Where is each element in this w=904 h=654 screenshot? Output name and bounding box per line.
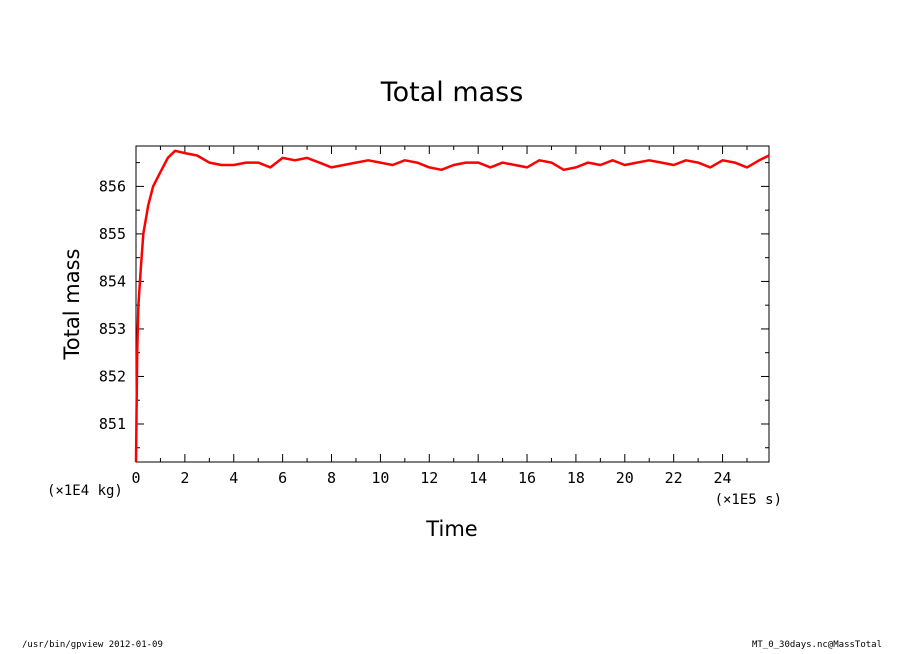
x-tick-label: 16 bbox=[518, 469, 536, 487]
x-tick-label: 0 bbox=[131, 469, 140, 487]
x-axis-label: Time bbox=[425, 517, 477, 541]
x-tick-label: 2 bbox=[180, 469, 189, 487]
y-tick-label: 855 bbox=[99, 225, 126, 243]
y-tick-label: 852 bbox=[99, 367, 126, 385]
x-tick-label: 22 bbox=[665, 469, 683, 487]
plot-frame bbox=[135, 145, 770, 463]
x-tick-label: 14 bbox=[469, 469, 487, 487]
x-tick-label: 20 bbox=[616, 469, 634, 487]
series-line bbox=[134, 149, 770, 463]
y-tick-label: 854 bbox=[99, 272, 126, 290]
chart-title: Total mass bbox=[380, 77, 524, 108]
x-tick-label: 10 bbox=[371, 469, 389, 487]
x-tick-label: 12 bbox=[420, 469, 438, 487]
y-axis: 851 852 853 854 855 856 bbox=[99, 162, 769, 449]
x-axis: 0 2 4 6 8 10 12 14 16 18 20 22 24 bbox=[131, 146, 748, 487]
y-axis-label: Total mass bbox=[60, 249, 84, 361]
x-tick-label: 8 bbox=[327, 469, 336, 487]
x-tick-label: 18 bbox=[567, 469, 585, 487]
footer-left: /usr/bin/gpview 2012-01-09 bbox=[22, 640, 163, 650]
x-tick-label: 6 bbox=[278, 469, 287, 487]
x-tick-label: 24 bbox=[714, 469, 732, 487]
footer-right: MT_0_30days.nc@MassTotal bbox=[751, 640, 882, 650]
y-scale-label: (×1E4 kg) bbox=[47, 483, 123, 499]
x-scale-label: (×1E5 s) bbox=[715, 492, 782, 508]
y-tick-label: 851 bbox=[99, 415, 126, 433]
x-tick-label: 4 bbox=[229, 469, 238, 487]
y-tick-label: 856 bbox=[99, 177, 126, 195]
y-tick-label: 853 bbox=[99, 320, 126, 338]
